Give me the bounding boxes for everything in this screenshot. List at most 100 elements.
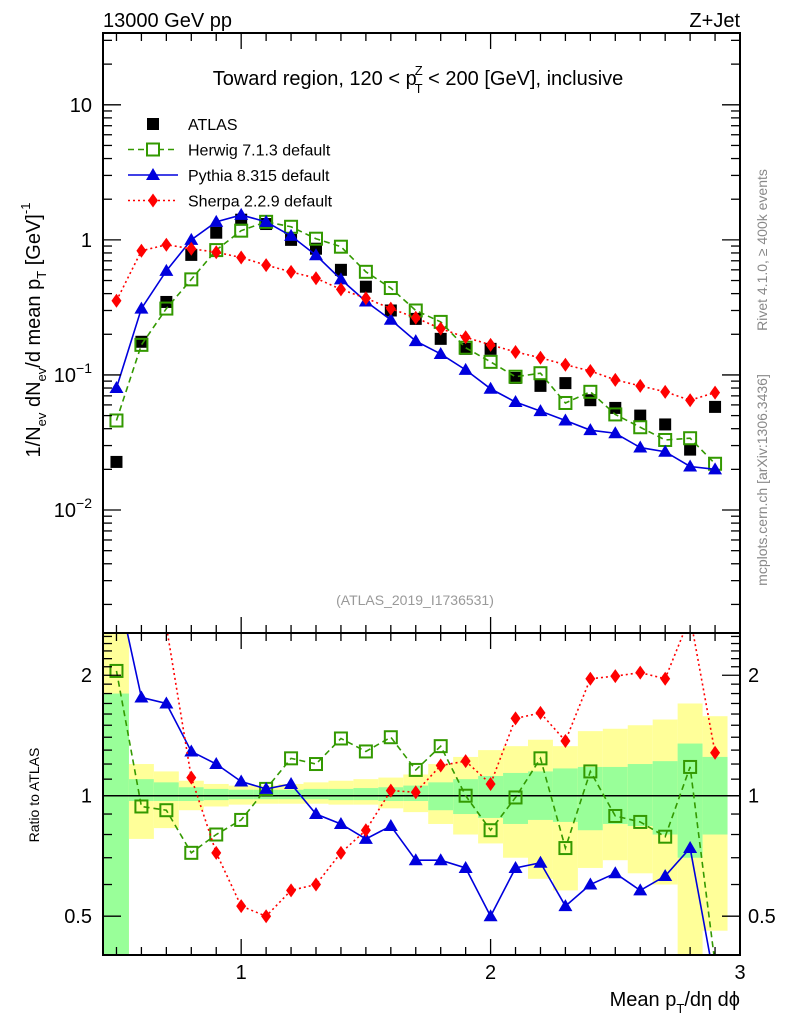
data-point-herwig [533, 751, 548, 766]
data-point-pythia [658, 869, 673, 882]
data-point-sherpa [510, 711, 521, 726]
data-point-pythia [184, 744, 199, 757]
data-point-atlas [459, 342, 472, 355]
data-point-sherpa [535, 705, 546, 720]
stat-uncertainty-band [353, 788, 379, 801]
data-point-herwig [608, 407, 623, 422]
data-point-sherpa [610, 372, 621, 387]
data-point-herwig [159, 803, 174, 818]
data-point-sherpa [560, 733, 571, 748]
legend-entry-sherpa: Sherpa 2.2.9 default [128, 193, 333, 211]
data-point-herwig [109, 663, 124, 678]
data-point-atlas [534, 379, 547, 392]
data-point-sherpa [236, 250, 247, 265]
data-point-herwig [383, 730, 398, 745]
data-point-sherpa [136, 243, 147, 258]
data-point-sherpa [360, 291, 371, 306]
data-point-sherpa [485, 776, 496, 791]
data-point-pythia [234, 774, 249, 787]
data-point-pythia [458, 362, 473, 375]
data-point-sherpa [211, 245, 222, 260]
data-point-pythia [284, 228, 299, 241]
data-point-pythia [533, 404, 548, 417]
data-point-herwig [658, 829, 673, 844]
data-point-pythia [259, 214, 274, 227]
legend-label: Sherpa 2.2.9 default [188, 194, 333, 211]
data-point-pythia [483, 909, 498, 922]
data-point-pythia [134, 690, 149, 703]
data-point-sherpa [136, 520, 146, 534]
data-point-herwig [134, 337, 149, 352]
legend-label: Herwig 7.1.3 default [188, 143, 331, 160]
data-point-herwig [134, 799, 149, 814]
data-point-sherpa [685, 393, 696, 408]
data-point-sherpa [111, 311, 121, 325]
series-herwig [109, 663, 715, 955]
data-point-sherpa [261, 909, 272, 924]
data-point-atlas [135, 335, 148, 348]
stat-uncertainty-band [328, 788, 354, 801]
data-point-herwig [109, 413, 124, 428]
stat-uncertainty-band [677, 743, 703, 858]
data-point-pythia [109, 576, 123, 588]
data-point-sherpa [610, 669, 621, 684]
data-point-herwig [333, 239, 348, 254]
data-point-sherpa [535, 350, 546, 365]
data-point-herwig [184, 272, 199, 287]
data-point-sherpa [410, 310, 421, 325]
header-energy-label: 13000 GeV pp [103, 10, 232, 32]
legend-label: Pythia 8.315 default [188, 168, 330, 185]
ratio-y-tick-label-left: 1 [81, 786, 92, 808]
data-point-sherpa [310, 877, 321, 892]
data-point-pythia [708, 976, 722, 988]
stat-uncertainty-band [153, 782, 179, 802]
data-point-sherpa [660, 671, 671, 686]
ratio-y-tick-label-right: 0.5 [748, 906, 776, 928]
data-point-pythia [308, 248, 323, 261]
data-point-pythia [159, 263, 174, 276]
ratio-panel-series [109, 311, 722, 988]
data-point-sherpa [385, 783, 396, 798]
data-point-pythia [209, 214, 224, 227]
axis-ticks [103, 33, 741, 956]
data-point-sherpa [261, 258, 272, 273]
legend-marker [146, 168, 160, 180]
stat-uncertainty-band [652, 761, 678, 835]
legend-entry-herwig: Herwig 7.1.3 default [128, 142, 331, 160]
data-point-herwig [608, 808, 623, 823]
data-point-pythia [508, 860, 523, 873]
data-point-pythia [683, 459, 698, 472]
data-point-herwig [358, 744, 373, 759]
data-point-sherpa [685, 610, 695, 624]
x-tick-label: 1 [236, 962, 247, 984]
ratio-y-axis-label: Ratio to ATLAS [26, 748, 42, 843]
plot-title-post: < 200 [GeV], inclusive [423, 68, 624, 90]
ratio-y-tick-label-left: 2 [81, 665, 92, 687]
data-point-pythia [408, 334, 423, 347]
data-point-sherpa [710, 745, 721, 760]
data-point-atlas [434, 332, 447, 345]
data-point-herwig [433, 739, 448, 754]
data-point-herwig [483, 823, 498, 838]
mcplots-reference-label: mcplots.cern.ch [arXiv:1306.3436] [754, 374, 770, 586]
y-tick-label: 10−2 [54, 495, 92, 522]
data-point-pythia [433, 853, 448, 866]
series-sherpa [111, 311, 721, 924]
data-point-atlas [359, 280, 372, 293]
data-point-sherpa [286, 264, 297, 279]
data-point-sherpa [435, 758, 446, 773]
data-point-pythia [383, 819, 398, 832]
data-point-sherpa [435, 321, 446, 336]
data-point-pythia [458, 860, 473, 873]
data-point-sherpa [585, 363, 596, 378]
legend-entry-pythia: Pythia 8.315 default [128, 168, 330, 185]
data-point-sherpa [560, 357, 571, 372]
data-point-atlas [509, 371, 522, 384]
x-tick-label: 3 [734, 962, 745, 984]
data-point-atlas [634, 409, 647, 422]
data-point-sherpa [335, 845, 346, 860]
data-point-herwig [558, 841, 573, 856]
data-point-pythia [333, 272, 348, 285]
stat-uncertainty-band [203, 788, 229, 801]
data-point-sherpa [385, 301, 396, 316]
